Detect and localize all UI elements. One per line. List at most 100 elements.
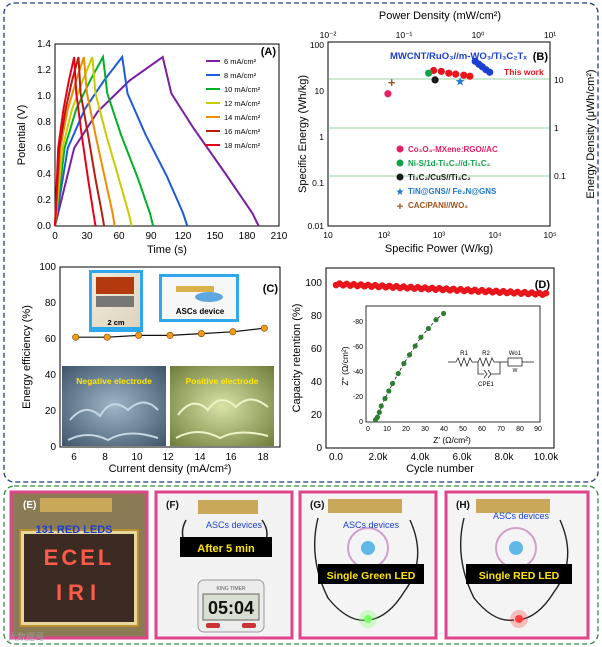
asc-stack [198, 500, 258, 514]
panel-a: 0 30 60 90 120 150 180 210 0.0 0.2 0.4 0… [16, 39, 288, 256]
panel-a-label: (A) [261, 46, 277, 58]
legend-entry: 10 mA/cm² [224, 85, 261, 94]
banner-text: Single RED LED [479, 570, 560, 582]
panel-c-label: (C) [263, 283, 279, 295]
inset-ytick: -40 [353, 369, 363, 376]
panel-f-label: (F) [166, 500, 179, 511]
nyquist-point [401, 360, 407, 367]
panel-b-yticks: 100 10 1 0.1 0.01 [307, 40, 324, 231]
retention-point [542, 289, 550, 297]
legend-entry: CAC/PANI//WO₃ [408, 201, 468, 210]
circuit-label: CPE1 [478, 382, 494, 388]
panel-d-label: (D) [535, 279, 551, 291]
efficiency-point [103, 333, 111, 341]
panel-d-axes-frame [325, 267, 555, 449]
sem-negative-texture [67, 401, 159, 442]
device-label: ASCs device [176, 307, 225, 316]
watermark: 大数据哥 [8, 631, 44, 642]
panel-b-top-tick: 10⁰ [472, 30, 485, 40]
green-led-icon [364, 615, 372, 623]
inset-xlabel: Z' (Ω/cm²) [433, 435, 471, 445]
legend-entry: Ti₃C₂/CuS//Ti₃C₂ [408, 173, 471, 182]
led-count-caption: 131 RED LEDS [35, 524, 112, 536]
panel-c-axes-frame [59, 266, 281, 448]
panel-d-xtick: 6.0k [453, 452, 473, 463]
nyquist-point [389, 380, 396, 387]
inset-xtick: 10 [383, 426, 391, 433]
nyquist-point [386, 388, 392, 394]
panel-d-ytick: 0 [316, 443, 322, 454]
inset-ytick: -80 [353, 319, 363, 326]
panel-d-yticks: 0 20 40 60 80 100 [305, 278, 322, 454]
gcd-curve-3 [54, 56, 133, 227]
panel-b-series-title: MWCNT/RuO₃//m-WO₃/Ti₃C₂Tₓ [390, 51, 527, 62]
nyquist-point [412, 343, 418, 349]
gcd-curve-4 [54, 56, 116, 227]
asc-stack [476, 499, 550, 513]
panel-d-xtick: 10.0k [534, 452, 559, 463]
panel-c-xtick: 16 [225, 452, 237, 463]
panel-b-points-group: ★+ [384, 57, 494, 98]
panel-g-caption: ASCs devices [343, 520, 400, 530]
panel-g-label: (G) [310, 500, 324, 511]
led-display-line-2: IRI [56, 580, 102, 605]
panel-b: Power Density (mW/cm²) 10⁻² 10⁻¹ 10⁰ 10¹… [297, 10, 597, 255]
panel-c-yticks: 0 20 40 60 80 100 [39, 262, 56, 453]
banner-text: Single Green LED [327, 570, 416, 582]
panel-d-xlabel: Cycle number [406, 463, 474, 475]
panel-a-xtick: 150 [207, 231, 224, 242]
panel-c-xtick: 14 [194, 452, 206, 463]
legend-marker-plus: + [397, 201, 403, 213]
panel-a-ytick-group: 0.0 0.2 0.4 0.6 0.8 1.0 1.2 1.4 [37, 39, 51, 232]
inset-xtick: 80 [516, 426, 524, 433]
panel-d-xtick: 0.0 [329, 452, 343, 463]
circuit-label: Wo1 [509, 351, 522, 357]
panel-c-ytick: 20 [45, 406, 57, 417]
panel-b-axes-frame [327, 41, 551, 227]
circuit-label: W [513, 368, 518, 374]
ragone-point-0-5 [466, 72, 474, 80]
panel-a-ytick: 0.0 [37, 221, 51, 232]
asc-stack [328, 499, 402, 513]
panel-d-ytick: 100 [305, 278, 322, 289]
panel-a-series-group [54, 53, 260, 227]
panel-c-ytick: 100 [39, 262, 56, 273]
panel-d-xtick: 2.0k [369, 452, 389, 463]
ragone-point-0-1 [437, 67, 445, 75]
panel-b-legend: Co₃O₄-MXene:RGO//AC Ni-S/1d-Ti₃C₂//d-Ti₃… [396, 145, 498, 213]
gcd-curve-6 [54, 56, 97, 227]
ragone-point-4-0 [431, 76, 439, 84]
panel-a-ytick: 0.2 [37, 195, 51, 206]
panel-a-xtick-group: 0 30 60 90 120 150 180 210 [52, 231, 288, 242]
legend-marker [396, 159, 404, 167]
nyquist-point [382, 395, 388, 402]
panel-d-ylabel: Capacity retention (%) [291, 304, 303, 413]
device-photo-ruler [96, 296, 134, 307]
efficiency-point [166, 331, 174, 339]
panel-b-top-tick: 10⁻² [320, 30, 337, 40]
inset-xtick: 70 [497, 426, 505, 433]
inset-xtick: 50 [459, 426, 467, 433]
panel-a-ytick: 1.0 [37, 91, 51, 102]
led-display-line-1: ECEL [44, 545, 115, 570]
panel-c-xtick: 10 [131, 452, 143, 463]
legend-entry: 8 mA/cm² [224, 71, 257, 80]
legend-entry: Ni-S/1d-Ti₃C₂//d-Ti₃C₂ [408, 159, 491, 168]
gcd-curve-2 [54, 53, 155, 227]
panel-c-xticks: 6 8 10 12 14 16 18 [71, 452, 269, 463]
single-green-led-banner [318, 564, 424, 584]
green-led-glow [359, 610, 377, 628]
legend-marker [396, 145, 404, 153]
panel-a-xtick: 0 [52, 231, 58, 242]
inset-xtick: 0 [366, 426, 370, 433]
nyquist-point [433, 317, 439, 323]
panel-b-this-work: This work [504, 67, 544, 77]
panel-a-xtick: 180 [239, 231, 256, 242]
panel-f: ASCs devices After 5 min KING TIMER 05:0… [154, 490, 294, 640]
timer-button-icon [242, 623, 256, 628]
inset-ytick: -60 [353, 344, 363, 351]
legend-entry: 16 mA/cm² [224, 127, 261, 136]
legend-entry: TiN@GNS// Fe₂N@GNS [408, 187, 497, 196]
circuit-labels: R1 R2 CPE1 Wo1 W [460, 351, 522, 388]
